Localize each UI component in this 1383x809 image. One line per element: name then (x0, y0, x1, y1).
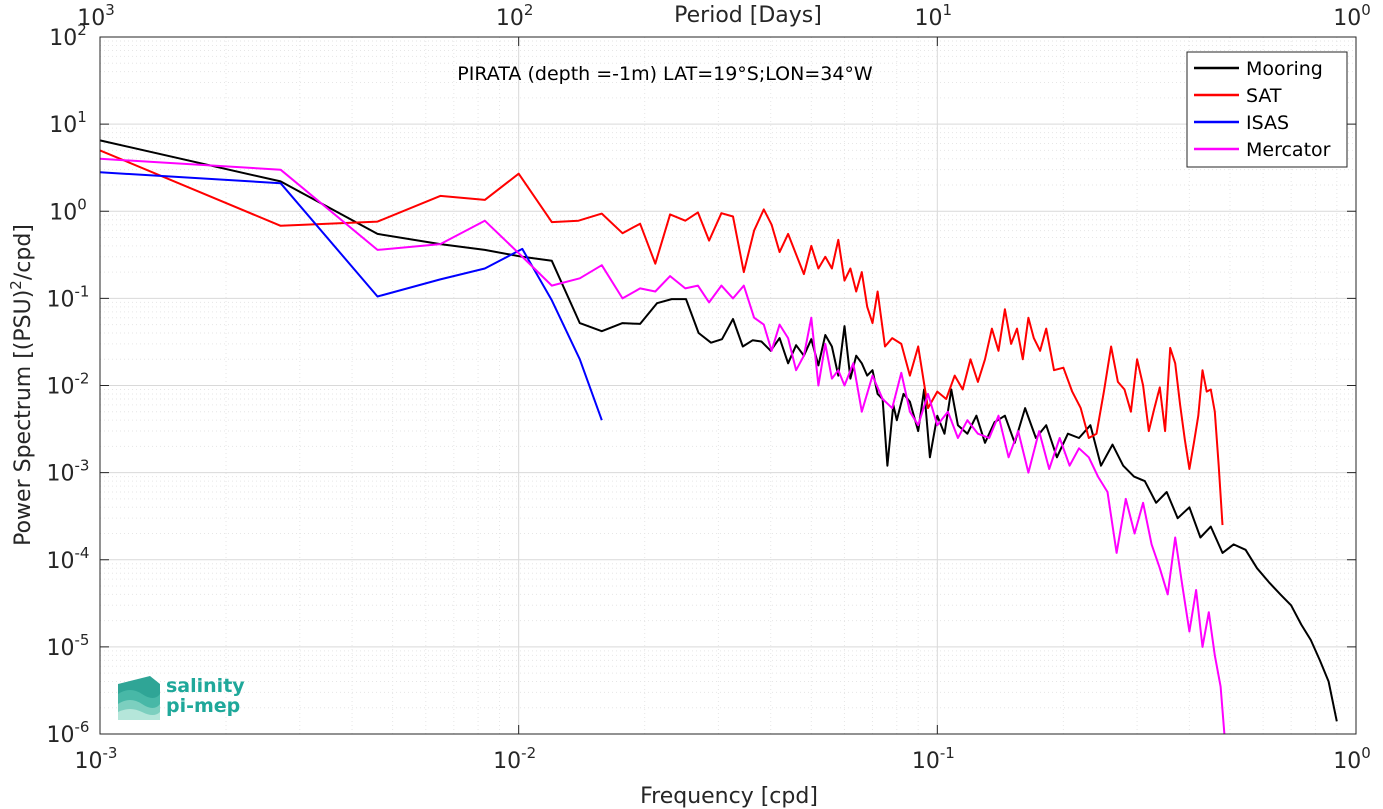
legend-label-mooring: Mooring (1246, 58, 1323, 80)
legend-label-mercator: Mercator (1246, 139, 1331, 161)
x-axis-label: Frequency [cpd] (640, 784, 818, 809)
y-tick-label: 10-1 (47, 282, 90, 312)
x-tick-label: 10-3 (75, 744, 118, 774)
legend-label-isas: ISAS (1246, 112, 1289, 134)
series-line-mooring (99, 139, 1338, 722)
top-x-tick-label: 102 (496, 1, 534, 31)
tick-marks (99, 36, 1357, 735)
series-line-sat (99, 149, 1224, 526)
logo-text-pimep: pi-mep (166, 695, 240, 717)
x-tick-label: 100 (1333, 744, 1371, 774)
top-x-tick-label: 100 (1333, 1, 1371, 31)
y-tick-label: 10-3 (47, 457, 90, 487)
y-tick-label: 102 (49, 21, 87, 51)
x-tick-label: 10-1 (912, 744, 955, 774)
y-axis-label: Power Spectrum [(PSU)2/cpd] (7, 224, 36, 546)
y-tick-label: 10-6 (47, 718, 90, 748)
top-x-tick-label: 101 (915, 1, 953, 31)
salinity-pimep-logo: salinity pi-mep (118, 675, 245, 720)
y-tick-label: 100 (49, 195, 87, 225)
tick-labels: 10-3 103 10-2 102 10-1 101 100 100 10-6 10-5 10-4 1… (47, 1, 1371, 774)
logo-waves-icon (118, 676, 160, 720)
top-x-axis-label: Period [Days] (674, 3, 822, 28)
top-x-tick-label: 103 (77, 1, 115, 31)
legend-label-sat: SAT (1246, 85, 1282, 107)
y-tick-label: 10-5 (47, 631, 90, 661)
series-line-isas (99, 171, 603, 421)
y-tick-label: 101 (49, 108, 87, 138)
legend: Mooring SAT ISAS Mercator (1186, 51, 1348, 168)
x-tick-label: 10-2 (493, 744, 536, 774)
series-lines (99, 139, 1338, 735)
series-line-mercator (99, 157, 1226, 735)
y-tick-label: 10-2 (47, 370, 90, 400)
chart-title: PIRATA (depth =-1m) LAT=19°S;LON=34°W (457, 63, 873, 85)
grid-lines (100, 37, 1356, 734)
logo-text-salinity: salinity (166, 675, 245, 697)
y-tick-label: 10-4 (47, 544, 90, 574)
